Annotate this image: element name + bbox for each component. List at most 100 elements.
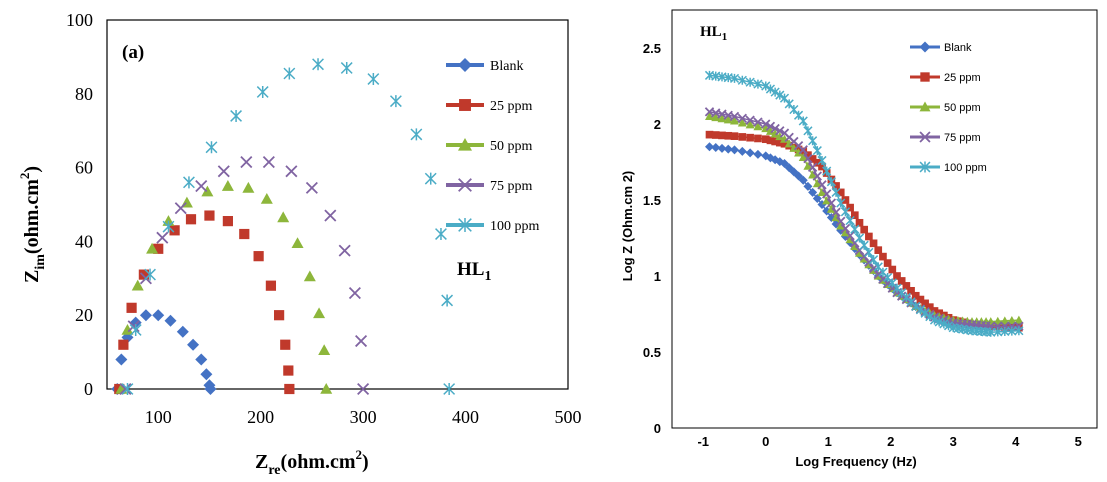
bode-data-point xyxy=(883,259,892,267)
bode-data-point xyxy=(745,115,755,125)
bode-x-tick-label: -1 xyxy=(697,434,709,449)
nyquist-data-point xyxy=(443,383,456,395)
bode-y-tick-label: 1 xyxy=(654,269,661,284)
bode-data-point xyxy=(826,177,836,187)
nyquist-data-point xyxy=(144,268,156,281)
bode-data-point xyxy=(775,126,785,136)
nyquist-y-tick-label: 20 xyxy=(75,305,93,325)
bode-data-point xyxy=(723,115,733,124)
bode-data-point xyxy=(770,123,780,134)
bode-x-axis-label: Log Frequency (Hz) xyxy=(795,454,916,469)
nyquist-y-tick-label: 80 xyxy=(75,84,93,104)
bode-data-point xyxy=(934,317,944,327)
bode-data-point xyxy=(729,73,740,83)
bode-data-point xyxy=(705,130,714,139)
nyquist-data-point xyxy=(410,128,423,141)
bode-data-point xyxy=(840,223,851,234)
bode-data-point xyxy=(822,196,832,205)
bode-data-point xyxy=(803,153,813,164)
nyquist-data-point xyxy=(242,181,255,193)
panel-label: (a) xyxy=(122,42,144,63)
bode-data-point xyxy=(864,247,874,258)
bode-data-point xyxy=(836,198,846,208)
nyquist-data-point xyxy=(164,314,177,327)
nyquist-legend-item: Blank xyxy=(446,58,523,74)
nyquist-data-point xyxy=(355,334,368,348)
nyquist-legend: Blank 25 ppm 50 ppm 75 ppm 100 ppm xyxy=(446,58,540,234)
bode-data-point xyxy=(723,144,733,154)
bode-y-tick-label: 0 xyxy=(654,421,661,436)
bode-data-point xyxy=(808,187,818,197)
bode-data-point xyxy=(765,121,776,131)
nyquist-legend-label: Blank xyxy=(490,59,523,74)
bode-data-point xyxy=(845,231,855,241)
nyquist-legend-item: 25 ppm xyxy=(446,99,533,114)
bode-data-point xyxy=(717,114,727,123)
nyquist-data-point xyxy=(119,382,132,396)
nyquist-data-point xyxy=(222,216,233,227)
bode-legend-label: 25 ppm xyxy=(944,72,981,84)
bode-legend-label: Blank xyxy=(944,42,972,54)
bode-data-point xyxy=(869,239,878,248)
bode-data-point xyxy=(753,79,763,89)
bode-series-100-ppm xyxy=(704,70,1024,337)
nyquist-data-point xyxy=(146,242,159,254)
bode-data-point xyxy=(780,139,789,148)
bode-x-tick-label: 4 xyxy=(1012,434,1020,449)
nyquist-data-point xyxy=(195,353,208,366)
bode-data-point xyxy=(746,133,754,142)
nyquist-data-point xyxy=(338,244,351,257)
nyquist-data-point xyxy=(221,180,234,191)
bode-data-point xyxy=(943,321,954,331)
bode-data-point xyxy=(930,307,939,315)
legend-marker xyxy=(919,101,931,112)
nyquist-data-point xyxy=(367,73,380,86)
nyquist-data-point xyxy=(204,210,215,221)
bode-data-point xyxy=(808,170,818,179)
bode-data-point xyxy=(826,198,837,208)
nyquist-legend-label: 100 ppm xyxy=(490,219,540,234)
bode-data-point xyxy=(803,181,813,191)
bode-data-point xyxy=(920,308,930,318)
nyquist-data-point xyxy=(262,156,275,169)
nyquist-data-point xyxy=(139,309,152,322)
bode-x-tick-label: 3 xyxy=(950,434,957,449)
nyquist-data-point xyxy=(129,323,142,336)
bode-data-point xyxy=(818,162,826,171)
bode-data-point xyxy=(854,233,865,243)
nyquist-series xyxy=(111,58,456,396)
bode-data-point xyxy=(761,81,771,91)
bode-y-tick-label: 2.5 xyxy=(643,41,661,56)
bode-y-axis-label: Log Z (Ohm.cm 2) xyxy=(620,171,635,282)
bode-data-point xyxy=(921,299,929,308)
legend-marker xyxy=(458,178,472,192)
bode-data-point xyxy=(860,225,869,234)
nyquist-data-point xyxy=(156,231,169,244)
bode-data-point xyxy=(765,84,776,94)
nyquist-data-point xyxy=(121,383,134,395)
bode-data-point xyxy=(1007,315,1017,325)
bode-data-point xyxy=(813,158,822,167)
bode-legend-item: 100 ppm xyxy=(910,161,987,174)
bode-data-point xyxy=(850,224,860,234)
bode-data-point xyxy=(812,146,822,156)
bode-data-point xyxy=(925,303,934,311)
bode-data-point xyxy=(745,77,755,87)
bode-series-25-ppm xyxy=(705,130,1023,332)
legend-marker xyxy=(919,161,931,173)
nyquist-data-point xyxy=(205,141,218,154)
bode-data-point xyxy=(737,75,747,85)
bode-data-point xyxy=(798,116,808,126)
nyquist-data-point xyxy=(185,214,197,225)
nyquist-data-point xyxy=(320,383,333,394)
nyquist-data-point xyxy=(115,353,128,366)
bode-data-point xyxy=(745,120,755,129)
nyquist-data-point xyxy=(138,269,149,280)
bode-legend-item: 25 ppm xyxy=(910,72,981,84)
nyquist-data-point xyxy=(152,309,165,322)
x-label-rest: (ohm.cm xyxy=(281,451,356,473)
nyquist-y-tick-label: 40 xyxy=(75,231,93,251)
nyquist-legend-item: 75 ppm xyxy=(446,178,533,194)
bode-tick-labels: -1 0 1 2 3 4 5 0 0.5 1 1.5 2 2.5 xyxy=(643,41,1082,449)
